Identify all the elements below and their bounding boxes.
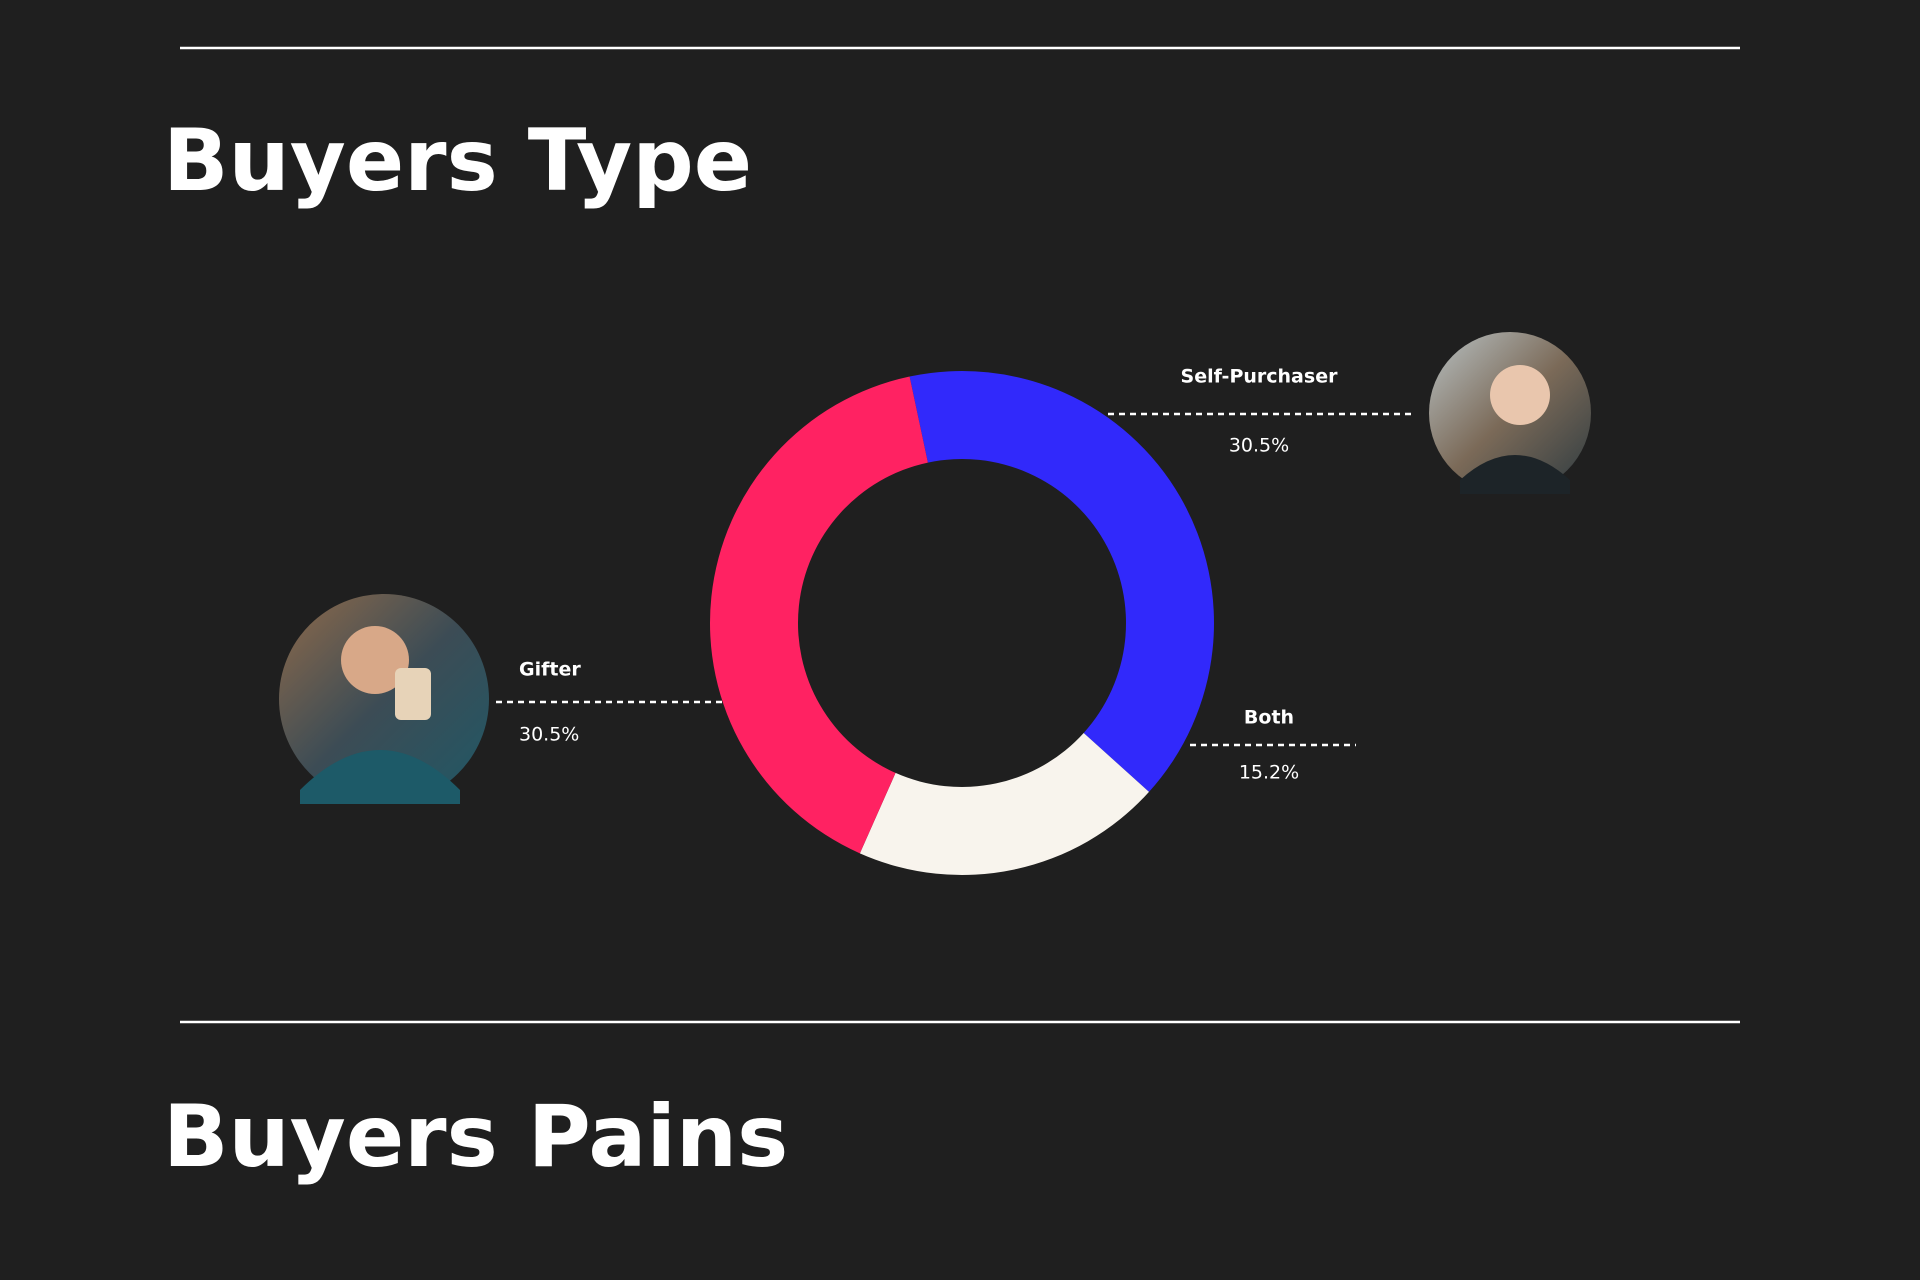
donut-slice [909, 371, 1214, 792]
category-label: Both [1244, 707, 1294, 729]
category-label: Gifter [519, 659, 581, 681]
section-title: Buyers Type [163, 111, 752, 211]
value-label: 15.2% [1239, 762, 1299, 784]
photo-self-purchaser [1429, 332, 1591, 494]
photo-gifter [279, 594, 489, 804]
value-label: 30.5% [1229, 435, 1289, 457]
category-label: Self-Purchaser [1181, 366, 1339, 388]
section-title: Buyers Pains [163, 1087, 788, 1187]
donut-slice [859, 732, 1149, 875]
value-label: 30.5% [519, 724, 579, 746]
donut-slice [710, 376, 928, 854]
